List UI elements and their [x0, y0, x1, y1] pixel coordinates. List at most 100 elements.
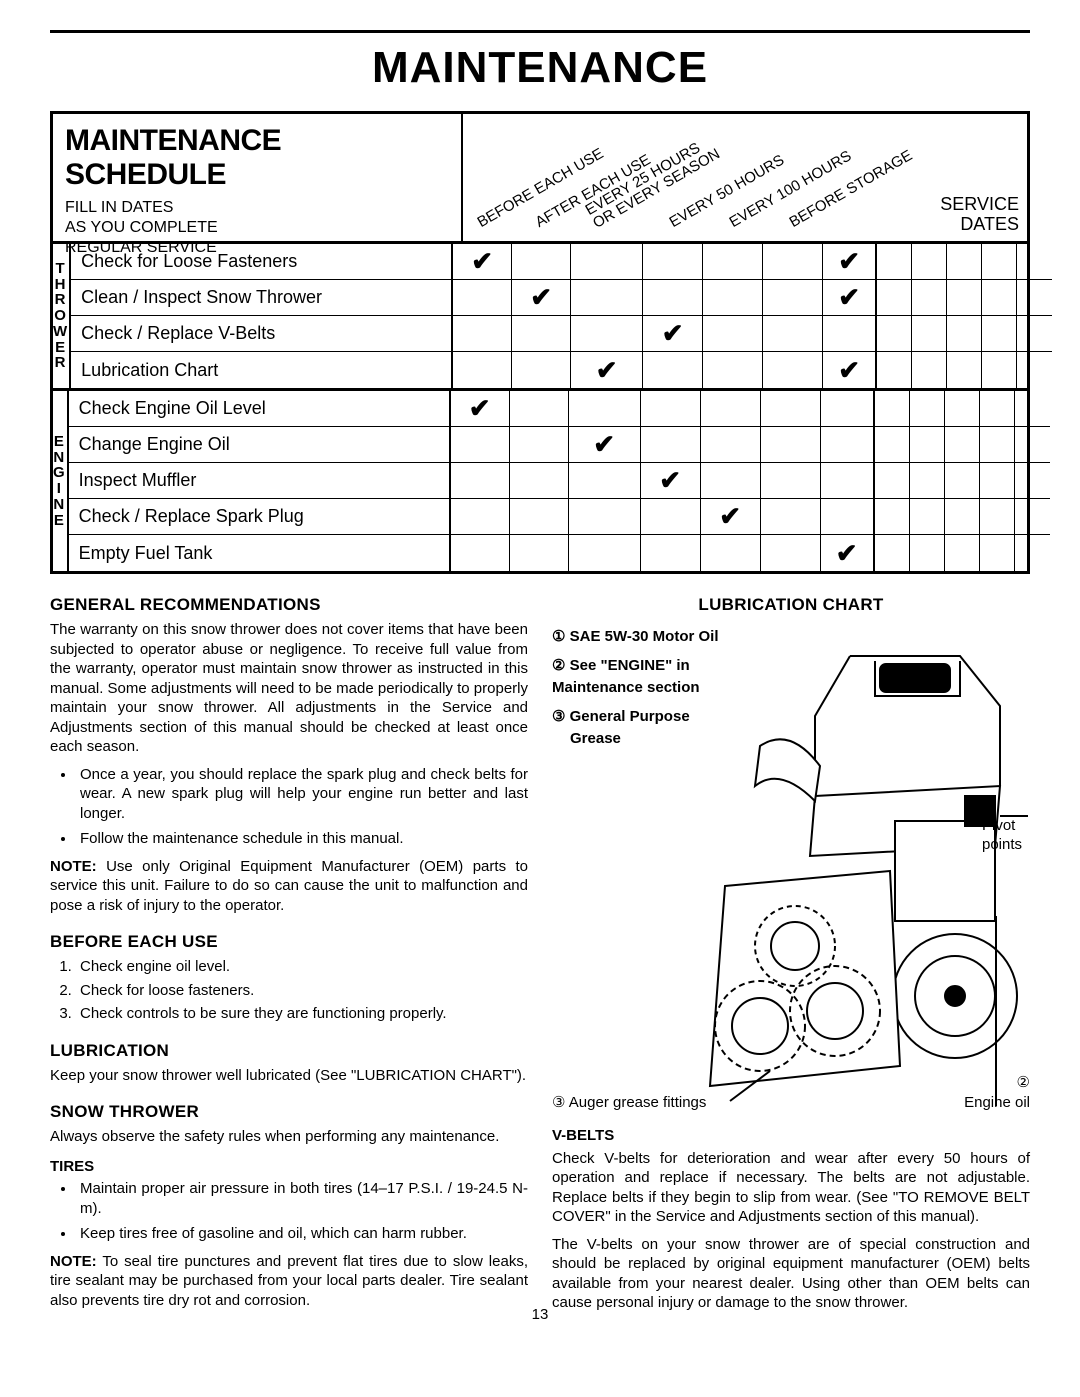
- service-date-cell[interactable]: [945, 391, 980, 426]
- note-oem: NOTE: Use only Original Equipment Manufa…: [50, 857, 528, 916]
- check-icon: ✔: [838, 246, 860, 277]
- task-label: Clean / Inspect Snow Thrower: [71, 280, 453, 315]
- service-date-cell[interactable]: [910, 391, 945, 426]
- check-cell: [641, 535, 701, 571]
- service-date-cell[interactable]: [947, 244, 982, 279]
- check-cell: ✔: [823, 352, 877, 388]
- service-date-cell[interactable]: [875, 463, 910, 498]
- service-date-cell[interactable]: [980, 463, 1015, 498]
- check-cell: [569, 499, 641, 534]
- service-date-cell[interactable]: [1015, 535, 1050, 571]
- service-date-cell[interactable]: [875, 535, 910, 571]
- check-cell: [821, 499, 875, 534]
- check-cell: [510, 463, 569, 498]
- check-cell: [703, 352, 763, 388]
- check-cell: [701, 463, 761, 498]
- service-date-cell[interactable]: [912, 352, 947, 388]
- check-cell: [512, 352, 571, 388]
- service-date-cell[interactable]: [875, 391, 910, 426]
- service-date-cell[interactable]: [1015, 427, 1050, 462]
- service-date-cell[interactable]: [980, 499, 1015, 534]
- service-date-cell[interactable]: [912, 244, 947, 279]
- check-cell: [761, 391, 821, 426]
- schedule-row: Check / Replace V-Belts✔: [71, 316, 1052, 352]
- check-cell: [451, 463, 510, 498]
- service-date-cell[interactable]: [1017, 352, 1052, 388]
- service-date-cell[interactable]: [1017, 280, 1052, 315]
- check-icon: ✔: [838, 355, 860, 386]
- service-date-cell[interactable]: [982, 316, 1017, 351]
- check-cell: ✔: [453, 244, 512, 279]
- check-cell: [512, 244, 571, 279]
- service-dates-label: SERVICE DATES: [940, 195, 1019, 235]
- task-label: Lubrication Chart: [71, 352, 453, 388]
- para-vbelts-2: The V-belts on your snow thrower are of …: [552, 1235, 1030, 1313]
- check-cell: [763, 352, 823, 388]
- schedule-header: MAINTENANCE SCHEDULE FILL IN DATES AS YO…: [53, 114, 1027, 244]
- check-cell: [512, 316, 571, 351]
- service-date-cell[interactable]: [945, 499, 980, 534]
- service-date-cell[interactable]: [945, 535, 980, 571]
- service-date-cell[interactable]: [1017, 244, 1052, 279]
- check-cell: [701, 427, 761, 462]
- heading-snowthrower: SNOW THROWER: [50, 1101, 528, 1123]
- service-date-cell[interactable]: [982, 352, 1017, 388]
- section-label: E N G I N E: [53, 391, 69, 571]
- check-cell: [701, 391, 761, 426]
- service-date-cell[interactable]: [912, 316, 947, 351]
- check-icon: ✔: [596, 355, 618, 386]
- check-cell: [643, 352, 703, 388]
- check-cell: ✔: [569, 427, 641, 462]
- check-cell: ✔: [701, 499, 761, 534]
- service-date-cell[interactable]: [877, 316, 912, 351]
- tire-bullet-1: Maintain proper air pressure in both tir…: [76, 1179, 528, 1218]
- top-rule: [50, 30, 1030, 33]
- content-columns: GENERAL RECOMMENDATIONS The warranty on …: [50, 594, 1030, 1321]
- check-cell: [569, 391, 641, 426]
- para-lubrication: Keep your snow thrower well lubricated (…: [50, 1066, 528, 1086]
- service-date-cell[interactable]: [875, 499, 910, 534]
- check-cell: ✔: [643, 316, 703, 351]
- schedule-row: Change Engine Oil✔: [69, 427, 1050, 463]
- check-cell: [510, 391, 569, 426]
- right-column: LUBRICATION CHART ① SAE 5W-30 Motor Oil …: [552, 594, 1030, 1321]
- service-date-cell[interactable]: [947, 352, 982, 388]
- service-date-cell[interactable]: [912, 280, 947, 315]
- service-date-cell[interactable]: [945, 463, 980, 498]
- check-cell: [761, 463, 821, 498]
- service-date-cell[interactable]: [1015, 499, 1050, 534]
- check-icon: ✔: [836, 538, 858, 569]
- heading-lubchart: LUBRICATION CHART: [552, 594, 1030, 616]
- task-label: Check / Replace Spark Plug: [69, 499, 451, 534]
- check-cell: [761, 535, 821, 571]
- service-date-cell[interactable]: [982, 244, 1017, 279]
- service-date-cell[interactable]: [877, 244, 912, 279]
- service-date-cell[interactable]: [947, 316, 982, 351]
- service-date-cell[interactable]: [980, 535, 1015, 571]
- service-date-cell[interactable]: [910, 535, 945, 571]
- check-cell: [453, 316, 512, 351]
- task-label: Check Engine Oil Level: [69, 391, 451, 426]
- service-date-cell[interactable]: [945, 427, 980, 462]
- service-date-cell[interactable]: [1015, 463, 1050, 498]
- check-cell: [510, 427, 569, 462]
- service-date-cell[interactable]: [982, 280, 1017, 315]
- service-date-cell[interactable]: [1015, 391, 1050, 426]
- check-cell: [451, 535, 510, 571]
- service-date-cell[interactable]: [910, 463, 945, 498]
- service-date-cell[interactable]: [877, 280, 912, 315]
- service-date-cell[interactable]: [947, 280, 982, 315]
- before-item-3: Check controls to be sure they are funct…: [76, 1004, 528, 1024]
- para-snowthrower: Always observe the safety rules when per…: [50, 1127, 528, 1147]
- check-cell: [763, 244, 823, 279]
- service-date-cell[interactable]: [877, 352, 912, 388]
- note-tires: NOTE: To seal tire punctures and prevent…: [50, 1252, 528, 1311]
- service-date-cell[interactable]: [980, 427, 1015, 462]
- service-date-cell[interactable]: [980, 391, 1015, 426]
- service-date-cell[interactable]: [875, 427, 910, 462]
- check-icon: ✔: [593, 429, 615, 460]
- service-date-cell[interactable]: [1017, 316, 1052, 351]
- lubrication-diagram: ① SAE 5W-30 Motor Oil ② See "ENGINE" in …: [552, 626, 1030, 1116]
- service-date-cell[interactable]: [910, 499, 945, 534]
- service-date-cell[interactable]: [910, 427, 945, 462]
